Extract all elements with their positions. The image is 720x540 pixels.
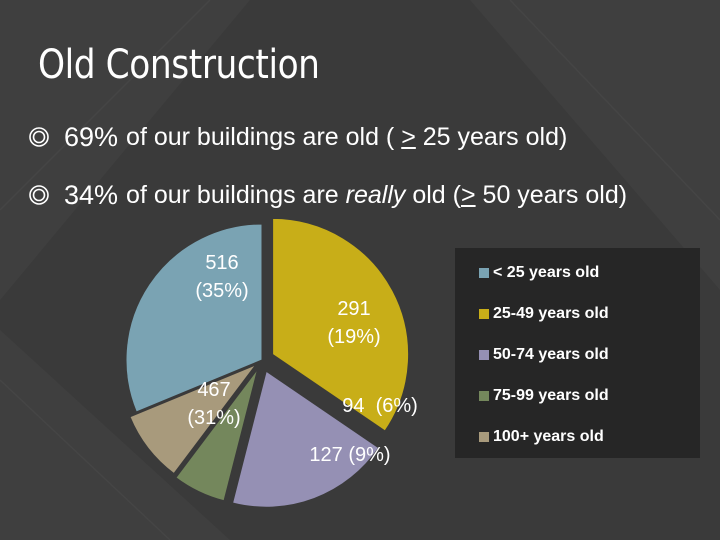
legend-swatch <box>479 268 489 278</box>
legend-item: 50-74 years old <box>479 346 609 364</box>
circle-bullet-icon <box>29 127 49 147</box>
pie-slice <box>272 217 410 432</box>
legend-swatch <box>479 350 489 360</box>
bullet-item: 34% of our buildings are really old ( > … <box>28 166 718 224</box>
bullet-text-mid: old ( <box>405 180 461 209</box>
bullet-percent: 34% <box>64 179 119 210</box>
legend-swatch <box>479 432 489 442</box>
legend-label: < 25 years old <box>493 264 600 281</box>
bullet-text-end: 50 years old) <box>475 180 628 209</box>
bullet-text: of our buildings are <box>126 180 346 209</box>
pie-slice <box>125 223 263 413</box>
bullet-percent: 69% <box>64 121 119 152</box>
legend-item: 100+ years old <box>479 428 604 446</box>
slice-label: 94 (6%) <box>342 395 418 417</box>
slice-label: 516 (35%) <box>195 252 248 302</box>
legend-item: < 25 years old <box>479 264 599 282</box>
bullet-list: 69% of our buildings are old ( > 25 year… <box>28 108 718 224</box>
circle-bullet-icon <box>29 185 49 205</box>
slice-label: 127 (9%) <box>309 444 390 466</box>
legend-item: 25-49 years old <box>479 305 609 323</box>
chart-legend: < 25 years old 25-49 years old 50-74 years… <box>455 248 700 458</box>
pie-slice <box>129 363 258 475</box>
legend-label: 75-99 years old <box>493 387 609 404</box>
bullet-item: 69% of our buildings are old ( > 25 year… <box>28 108 718 166</box>
legend-swatch <box>479 309 489 319</box>
pie-slice <box>175 368 259 502</box>
slice-label: 467 (31%) <box>187 379 240 429</box>
bullet-text: of our buildings are old ( <box>126 122 402 151</box>
legend-item: 75-99 years old <box>479 387 609 405</box>
legend-label: 25-49 years old <box>493 305 609 322</box>
slide-title: Old Construction <box>38 42 320 88</box>
slice-label: 291 (19%) <box>327 298 380 348</box>
bullet-emphasis: really <box>345 180 406 209</box>
legend-label: 100+ years old <box>493 428 604 445</box>
legend-swatch <box>479 391 489 401</box>
greater-equal-sign: > <box>460 180 476 209</box>
greater-equal-sign: > <box>401 122 416 151</box>
legend-label: 50-74 years old <box>493 346 609 363</box>
pie-slice <box>231 370 380 508</box>
bullet-text-end: 25 years old) <box>415 122 568 151</box>
